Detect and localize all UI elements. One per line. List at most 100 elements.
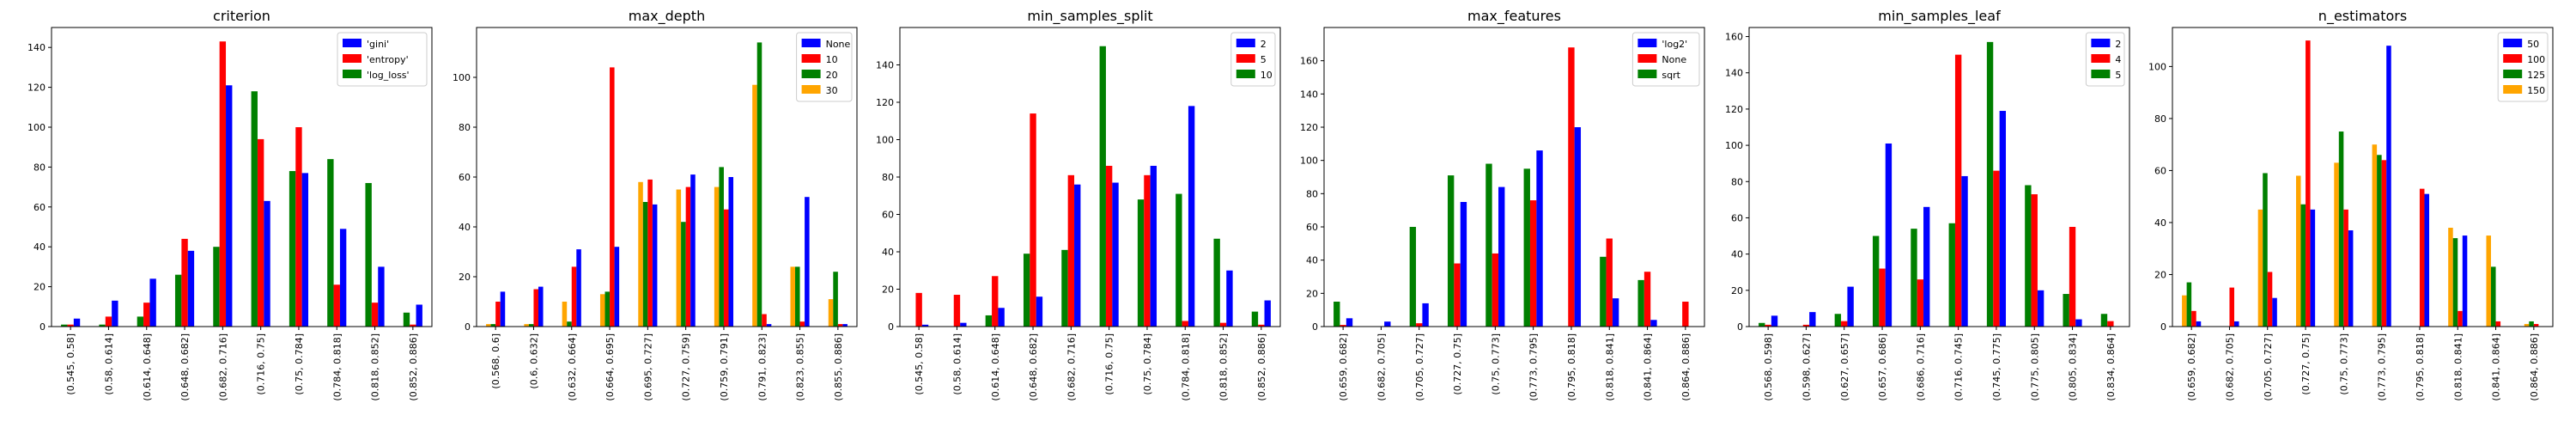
x-tick-label: (0.695, 0.727] xyxy=(642,333,653,401)
bar xyxy=(992,276,999,327)
bar xyxy=(187,250,195,327)
x-tick-label: (0.659, 0.682] xyxy=(2186,333,2197,401)
bar xyxy=(1498,186,1505,327)
legend-label: 5 xyxy=(1261,54,1267,65)
x-tick-label: (0.795, 0.818] xyxy=(1566,333,1577,401)
plot-frame xyxy=(899,27,1281,327)
y-tick-label: 0 xyxy=(39,321,46,333)
bar xyxy=(1954,54,1962,327)
bar xyxy=(1226,270,1233,327)
bar xyxy=(1923,206,1930,327)
bar xyxy=(571,266,577,327)
y-tick-label: 0 xyxy=(1312,321,1318,333)
legend-swatch xyxy=(801,85,821,94)
plot-frame xyxy=(2172,27,2554,327)
x-tick-label: (0.598, 0.627] xyxy=(1801,333,1812,401)
bar xyxy=(2491,266,2496,327)
bar xyxy=(1809,312,1816,327)
x-tick-label: (0.818, 0.852] xyxy=(370,333,381,401)
bar xyxy=(1144,174,1151,327)
bar xyxy=(339,229,347,327)
bar xyxy=(143,303,150,327)
bar xyxy=(1061,249,1068,327)
bar xyxy=(524,324,529,327)
bar xyxy=(2272,297,2277,327)
bar xyxy=(1872,235,1880,327)
y-tick-label: 160 xyxy=(1725,32,1743,43)
bar xyxy=(226,85,233,327)
y-tick-label: 0 xyxy=(2160,321,2166,333)
x-tick-label: (0.682, 0.705] xyxy=(1376,333,1387,401)
legend-label: 10 xyxy=(1261,70,1273,81)
bar xyxy=(2377,155,2382,327)
legend: 50 100 125 150 xyxy=(2497,32,2549,102)
y-tick-label: 60 xyxy=(2154,165,2166,176)
y-tick-label: 100 xyxy=(1725,140,1743,151)
legend-label: 30 xyxy=(826,85,838,96)
legend-swatch xyxy=(801,70,821,78)
x-tick-label: (0.855, 0.886] xyxy=(833,333,844,401)
y-tick-label: 60 xyxy=(459,172,471,183)
legend-label: 100 xyxy=(2527,54,2545,65)
x-tick-label: (0.568, 0.598] xyxy=(1763,333,1774,401)
chart-title: min_samples_leaf xyxy=(1878,8,2001,25)
plot-frame xyxy=(1748,27,2130,327)
bar xyxy=(528,324,534,327)
legend-swatch xyxy=(1637,70,1657,78)
bar xyxy=(567,321,572,327)
bar xyxy=(1568,47,1575,327)
bar xyxy=(719,167,724,327)
legend-swatch xyxy=(2091,54,2111,63)
bar xyxy=(1030,113,1036,327)
bar xyxy=(1612,298,1619,327)
bar xyxy=(610,67,615,327)
x-tick-label: (0.686, 0.716] xyxy=(1915,333,1926,401)
bar xyxy=(2338,131,2344,327)
bar xyxy=(1682,302,1689,327)
x-tick-label: (0.784, 0.818] xyxy=(1180,333,1191,401)
bar xyxy=(2100,314,2108,327)
bar xyxy=(599,294,605,327)
bar xyxy=(723,209,729,327)
bar xyxy=(264,200,270,327)
legend-box xyxy=(2497,32,2549,102)
chart-panel-3: max_features 0 20 40 60 80 100 120 140 160 (0.659,… xyxy=(1300,8,1705,401)
x-tick-label: (0.682, 0.716] xyxy=(217,333,228,401)
bar xyxy=(2069,227,2076,327)
legend-swatch xyxy=(2503,70,2523,78)
x-tick-label: (0.852, 0.886] xyxy=(1256,333,1267,401)
bar xyxy=(174,274,182,327)
chart-title: min_samples_split xyxy=(1027,8,1152,25)
bar xyxy=(2424,193,2430,327)
y-tick-label: 20 xyxy=(2154,269,2166,280)
bar xyxy=(1834,314,1842,327)
bar xyxy=(1213,238,1220,327)
bar xyxy=(1074,184,1081,327)
bar xyxy=(2186,282,2192,327)
bar xyxy=(1384,321,1391,327)
bar xyxy=(2343,209,2348,327)
bar xyxy=(1917,279,1924,327)
bar xyxy=(213,247,220,327)
x-tick-label: (0.775, 0.805] xyxy=(2029,333,2040,401)
x-tick-label: (0.627, 0.657] xyxy=(1839,333,1850,401)
x-tick-label: (0.659, 0.682] xyxy=(1338,333,1349,401)
bar xyxy=(410,324,416,327)
y-tick-label: 60 xyxy=(882,210,894,221)
y-tick-label: 40 xyxy=(33,241,46,253)
bar xyxy=(2295,175,2301,327)
legend-swatch xyxy=(2091,39,2111,47)
bar xyxy=(2348,230,2354,327)
legend-label: None xyxy=(826,39,851,50)
legend-label: 50 xyxy=(2527,39,2539,50)
bar xyxy=(73,318,81,327)
bar xyxy=(1023,254,1030,327)
bar xyxy=(1067,174,1075,327)
x-tick-label: (0.727, 0.75] xyxy=(2300,333,2312,395)
x-tick-label: (0.727, 0.759] xyxy=(681,333,692,401)
chart-title: n_estimators xyxy=(2318,8,2407,25)
bar xyxy=(833,272,838,327)
bar xyxy=(2257,209,2263,327)
bar xyxy=(2419,188,2425,327)
bar xyxy=(1176,193,1182,327)
